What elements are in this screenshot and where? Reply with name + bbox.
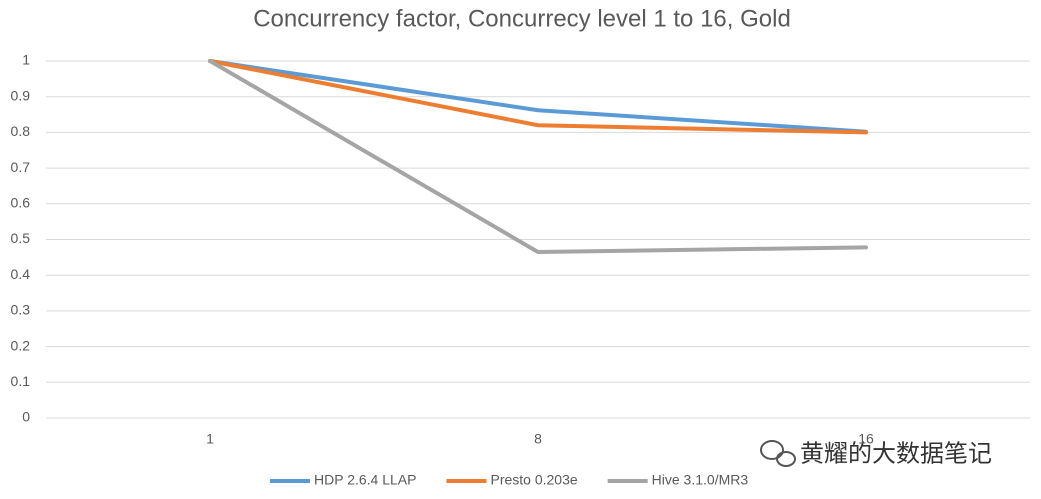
watermark: 黄耀的大数据笔记	[800, 440, 992, 467]
x-tick-label: 1	[206, 431, 214, 447]
y-tick-label: 0.8	[11, 123, 31, 139]
chart-title: Concurrency factor, Concurrecy level 1 t…	[253, 5, 791, 32]
y-tick-label: 0.5	[11, 230, 31, 246]
legend-label: Hive 3.1.0/MR3	[652, 472, 749, 488]
y-tick-label: 0.6	[11, 195, 31, 211]
x-tick-label: 16	[858, 431, 874, 447]
y-tick-label: 0.4	[11, 266, 31, 282]
y-tick-label: 1	[22, 52, 30, 68]
legend-label: Presto 0.203e	[490, 472, 577, 488]
series-line	[208, 59, 868, 134]
y-tick-label: 0.3	[11, 302, 31, 318]
x-tick-label: 8	[534, 431, 542, 447]
watermark-icon	[760, 440, 796, 467]
y-tick-label: 0	[22, 409, 30, 425]
y-tick-label: 0.9	[11, 87, 31, 103]
series-line	[208, 59, 868, 254]
y-tick-label: 0.7	[11, 159, 31, 175]
y-tick-label: 0.2	[11, 337, 31, 353]
series-line	[208, 59, 868, 135]
y-tick-label: 0.1	[11, 373, 31, 389]
legend-label: HDP 2.6.4 LLAP	[314, 472, 416, 488]
